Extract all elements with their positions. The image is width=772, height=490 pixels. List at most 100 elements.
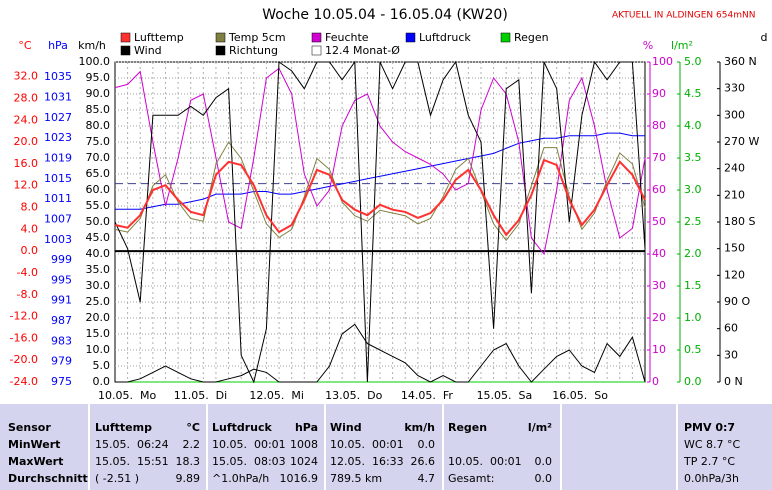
y-tick-label: 60 xyxy=(724,322,738,335)
y-tick-label: 30 xyxy=(652,279,666,292)
table-cell: 1024 xyxy=(290,455,318,468)
series-line xyxy=(115,132,645,210)
legend-swatch xyxy=(405,32,416,43)
legend-swatch xyxy=(311,45,322,56)
y-tick-label: 20.0 xyxy=(86,311,111,324)
y-tick-label: 180 S xyxy=(724,215,755,228)
stats-table: Sensor Lufttemp °C Luftdruck hPa Wind km/h Rege… xyxy=(0,404,772,490)
y-tick-label: 360 N xyxy=(724,55,757,68)
y-tick-label: 95.0 xyxy=(86,71,111,84)
table-cell: 18.3 xyxy=(175,455,201,468)
y-tick-label: 0.5 xyxy=(684,343,702,356)
y-tick-label: 20 xyxy=(652,311,666,324)
chart-title: Woche 10.05.04 - 16.05.04 (KW20) xyxy=(262,7,508,23)
y-tick-label: 150 xyxy=(724,242,745,255)
separator xyxy=(88,404,90,490)
legend-label: Regen xyxy=(514,31,549,44)
y-tick-label: 35.0 xyxy=(86,263,111,276)
table-cell: 12.05. 16:33 xyxy=(330,455,404,468)
x-tick-label: 14.05. Fr xyxy=(401,389,454,402)
y-tick-label: 90 xyxy=(652,87,666,100)
separator xyxy=(206,404,208,490)
table-cell: °C xyxy=(186,421,200,434)
y-tick-label: 55.0 xyxy=(86,199,111,212)
table-cell: 0.0 xyxy=(417,438,436,451)
separator xyxy=(442,404,444,490)
y-tick-label: 60 xyxy=(652,183,666,196)
y-tick-label: 25.0 xyxy=(86,295,111,308)
table-cell: 15.05. 15:51 xyxy=(95,455,169,468)
table-cell: TP 2.7 °C xyxy=(684,455,736,468)
y-tick-label: 1011 xyxy=(44,192,72,205)
table-cell: Wind xyxy=(330,421,362,434)
y-tick-label: 1035 xyxy=(44,70,72,83)
chart-subtitle: AKTUELL IN ALDINGEN 654mNN xyxy=(612,11,755,21)
y-tick-label: 1023 xyxy=(44,131,72,144)
table-cell: 0.0hPa/3h xyxy=(684,472,740,485)
y-tick-label: 80.0 xyxy=(86,119,111,132)
y-tick-label: 2.5 xyxy=(684,215,702,228)
y-tick-label: 979 xyxy=(51,355,72,368)
y-tick-label: 4.0 xyxy=(21,222,39,235)
axis-unit: km/h xyxy=(78,39,106,52)
legend-swatch xyxy=(311,32,322,43)
table-cell: Luftdruck xyxy=(212,421,272,434)
y-tick-label: 75.0 xyxy=(86,135,111,148)
y-tick-label: 3.5 xyxy=(684,151,702,164)
y-tick-label: 40.0 xyxy=(86,247,111,260)
axis-unit: % xyxy=(643,39,653,52)
table-cell: 789.5 km xyxy=(330,472,383,485)
table-cell: ^1.0hPa/h xyxy=(212,472,270,485)
axis-unit: °C xyxy=(18,39,32,52)
table-cell: Sensor xyxy=(8,421,51,434)
x-tick-label: 15.05. Sa xyxy=(477,389,533,402)
y-tick-label: 12.0 xyxy=(14,179,39,192)
y-tick-label: 32.0 xyxy=(14,70,39,83)
table-cell: hPa xyxy=(294,421,318,434)
table-cell: 15.05. 08:03 xyxy=(212,455,286,468)
y-tick-label: 300 xyxy=(724,108,745,121)
y-tick-label: 90 O xyxy=(724,295,750,308)
y-tick-label: 987 xyxy=(51,314,72,327)
legend-label: Temp 5cm xyxy=(228,31,286,44)
y-tick-label: 100.0 xyxy=(79,55,111,68)
x-tick-label: 13.05. Do xyxy=(325,389,382,402)
y-tick-label: 240 xyxy=(724,162,745,175)
y-tick-label: 1015 xyxy=(44,172,72,185)
y-tick-label: 995 xyxy=(51,273,72,286)
table-cell: WC 8.7 °C xyxy=(684,438,741,451)
legend-label: 12.4 Monat-Ø xyxy=(325,44,400,57)
y-tick-label: 0.0 xyxy=(684,375,702,388)
y-tick-label: 24.0 xyxy=(14,113,39,126)
separator xyxy=(560,404,562,490)
axis-unit: l/m² xyxy=(671,39,693,52)
legend-label: Luftdruck xyxy=(419,31,471,44)
table-cell: Regen xyxy=(448,421,488,434)
table-cell: 1016.9 xyxy=(279,472,319,485)
table-cell: MinWert xyxy=(8,438,61,451)
y-tick-label: 5.0 xyxy=(684,55,702,68)
table-cell: Lufttemp xyxy=(95,421,152,434)
y-tick-label: 2.0 xyxy=(684,247,702,260)
y-tick-label: 330 xyxy=(724,82,745,95)
y-tick-label: 120 xyxy=(724,268,745,281)
y-tick-label: 1031 xyxy=(44,91,72,104)
axis-unit: d xyxy=(761,31,768,44)
y-tick-label: 20.0 xyxy=(14,135,39,148)
y-tick-label: 991 xyxy=(51,294,72,307)
legend-swatch xyxy=(120,32,131,43)
y-tick-label: 10.0 xyxy=(86,343,111,356)
y-tick-label: -12.0 xyxy=(10,310,38,323)
x-tick-label: 10.05. Mo xyxy=(98,389,156,402)
legend-swatch xyxy=(215,45,226,56)
y-tick-label: 4.0 xyxy=(684,119,702,132)
y-tick-label: -20.0 xyxy=(10,353,38,366)
y-tick-label: 60.0 xyxy=(86,183,111,196)
legend-swatch xyxy=(120,45,131,56)
table-cell: ( -2.51 ) xyxy=(95,472,140,485)
series-line xyxy=(114,60,646,384)
table-cell: 0.0 xyxy=(534,455,553,468)
y-tick-label: 1007 xyxy=(44,212,72,225)
legend-label: Feuchte xyxy=(325,31,369,44)
